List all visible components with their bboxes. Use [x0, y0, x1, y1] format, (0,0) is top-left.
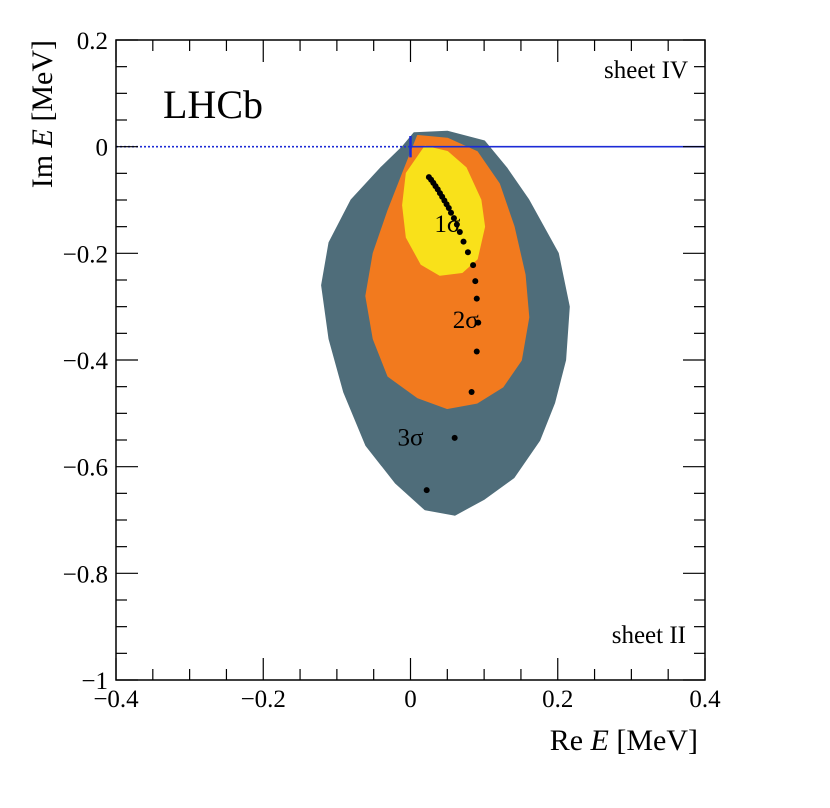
- data-point: [447, 209, 454, 216]
- y-axis-title: Im E [MeV]: [26, 40, 59, 188]
- x-tick-label: 0: [404, 686, 417, 713]
- x-tick-label: −0.2: [241, 686, 286, 713]
- data-point: [470, 262, 477, 269]
- threshold-lines: [116, 136, 705, 158]
- x-axis-title-prefix: Re: [550, 724, 591, 757]
- y-axis-title-unit: [MeV]: [26, 40, 59, 129]
- data-point: [473, 295, 480, 302]
- sheet-label-top: sheet IV: [604, 57, 688, 84]
- data-point: [468, 389, 475, 395]
- region-label-3: 3σ: [398, 424, 425, 451]
- y-axis-title-var: E: [26, 129, 59, 148]
- x-axis-title-var: E: [590, 724, 609, 757]
- data-point: [445, 205, 452, 211]
- y-tick-label: −0.8: [63, 561, 108, 588]
- x-tick-label: −0.4: [93, 686, 139, 713]
- data-point: [453, 221, 460, 228]
- y-tick-label: −0.4: [63, 348, 109, 375]
- text-labels: LHCb sheet IV sheet II Re E [MeV] Im E […: [26, 40, 698, 757]
- axis-ticks: −0.4 −0.2 0 0.2 0.4 0.2 0 −0.2 −0.4 −0.6 −0.8 −1: [63, 28, 721, 713]
- y-tick-label: 0.2: [77, 28, 108, 55]
- x-tick-label: 0.4: [689, 686, 721, 713]
- pole-trajectory-points: [423, 174, 482, 494]
- x-tick-label: 0.2: [542, 686, 573, 713]
- x-axis-title: Re E [MeV]: [550, 724, 698, 757]
- confidence-regions: [321, 130, 570, 516]
- data-point: [451, 434, 458, 441]
- data-point: [423, 487, 430, 494]
- data-point: [450, 215, 457, 222]
- data-point: [473, 348, 480, 355]
- x-axis-title-unit: [MeV]: [609, 724, 698, 757]
- y-tick-label: −0.2: [63, 241, 108, 268]
- region-label-1: 1σ: [434, 211, 461, 238]
- y-tick-label: 0: [96, 135, 109, 162]
- data-point: [460, 238, 467, 245]
- data-point: [456, 229, 463, 235]
- region-label-2: 2σ: [453, 307, 480, 334]
- data-point: [475, 319, 482, 326]
- data-point: [464, 249, 471, 256]
- experiment-label: LHCb: [163, 82, 263, 127]
- sheet-label-bottom: sheet II: [612, 622, 686, 649]
- y-axis-title-prefix: Im: [26, 147, 59, 188]
- y-tick-label: −1: [81, 668, 108, 695]
- data-point: [472, 278, 479, 285]
- y-tick-label: −0.6: [63, 455, 108, 482]
